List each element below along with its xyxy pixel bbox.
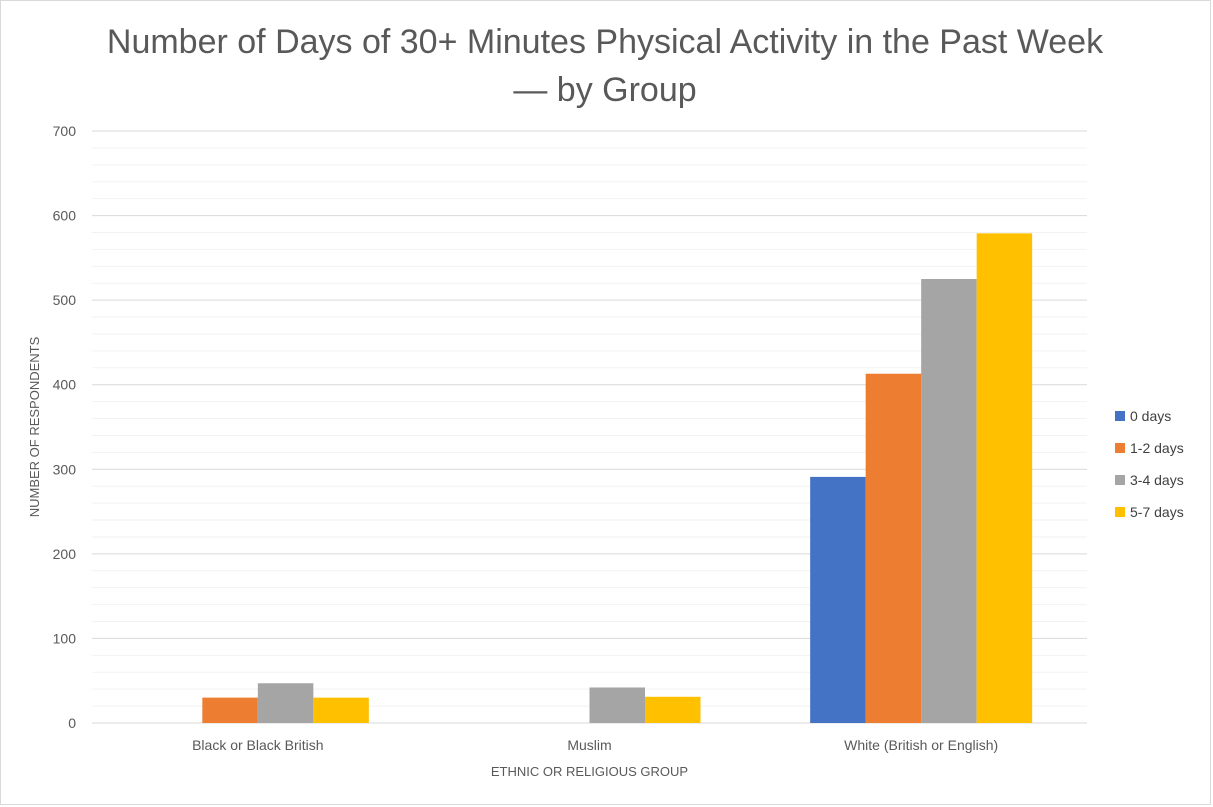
y-tick-label: 0 [68, 715, 76, 731]
legend-label: 0 days [1130, 408, 1172, 424]
y-tick-label: 500 [53, 292, 77, 308]
bar [921, 279, 977, 723]
y-tick-label: 600 [53, 208, 77, 224]
legend-item: 3-4 days [1115, 464, 1184, 496]
bar [589, 687, 645, 723]
legend-swatch [1115, 411, 1125, 421]
x-tick-label: Black or Black British [192, 737, 323, 753]
x-axis-title: ETHNIC OR RELIGIOUS GROUP [491, 764, 688, 779]
bar [257, 683, 314, 723]
legend-label: 1-2 days [1130, 440, 1184, 456]
chart-title: Number of Days of 30+ Minutes Physical A… [106, 23, 1104, 109]
legend-item: 5-7 days [1115, 496, 1184, 528]
legend-item: 1-2 days [1115, 432, 1184, 464]
x-tick-label: Muslim [567, 737, 611, 753]
bar [976, 233, 1033, 723]
bar [202, 697, 258, 723]
bar [313, 697, 369, 723]
x-tick-label: White (British or English) [844, 737, 998, 753]
legend-label: 5-7 days [1130, 504, 1184, 520]
chart-legend: 0 days 1-2 days 3-4 days 5-7 days [1115, 400, 1184, 528]
legend-label: 3-4 days [1130, 472, 1184, 488]
legend-swatch [1115, 443, 1125, 453]
legend-item: 0 days [1115, 400, 1184, 432]
y-tick-label: 700 [53, 123, 77, 139]
y-tick-label: 300 [53, 461, 77, 477]
y-axis-title: NUMBER OF RESPONDENTS [27, 336, 42, 517]
y-tick-label: 100 [53, 630, 77, 646]
y-tick-label: 400 [53, 377, 77, 393]
legend-swatch [1115, 475, 1125, 485]
bar [865, 373, 922, 723]
bar [810, 476, 866, 723]
legend-swatch [1115, 507, 1125, 517]
bar [645, 696, 701, 723]
y-tick-label: 200 [53, 546, 77, 562]
